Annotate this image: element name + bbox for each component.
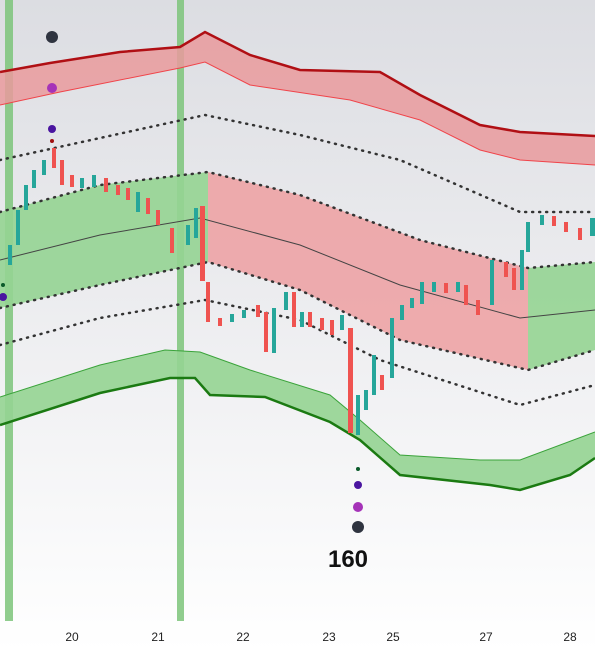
mid-lower-dotted [0, 260, 595, 372]
lower-inner-line [0, 349, 595, 461]
x-tick-label: 21 [151, 630, 165, 644]
x-tick-label: 27 [479, 630, 493, 644]
upper-band [0, 32, 595, 165]
basis-line [0, 217, 595, 319]
upper-dotted [0, 113, 595, 214]
x-axis: 20 21 22 23 25 27 28 [65, 630, 577, 644]
mid-band-up [0, 172, 208, 308]
x-tick-label: 28 [563, 630, 577, 644]
session-stripe [5, 0, 13, 621]
mid-upper-dotted [0, 170, 595, 270]
mid-band-down [208, 172, 528, 370]
signal-dots [0, 31, 364, 533]
session-stripe [177, 0, 184, 621]
upper-line [0, 30, 595, 138]
annotation: 160 [328, 546, 368, 573]
lower-band [0, 350, 595, 490]
x-tick-label: 23 [322, 630, 336, 644]
lower-line [0, 376, 595, 492]
x-tick-label: 25 [386, 630, 400, 644]
candles [8, 148, 595, 435]
mid-band-up [528, 262, 595, 370]
x-tick-label: 20 [65, 630, 79, 644]
upper-inner-line [0, 61, 595, 166]
x-tick-label: 22 [236, 630, 250, 644]
